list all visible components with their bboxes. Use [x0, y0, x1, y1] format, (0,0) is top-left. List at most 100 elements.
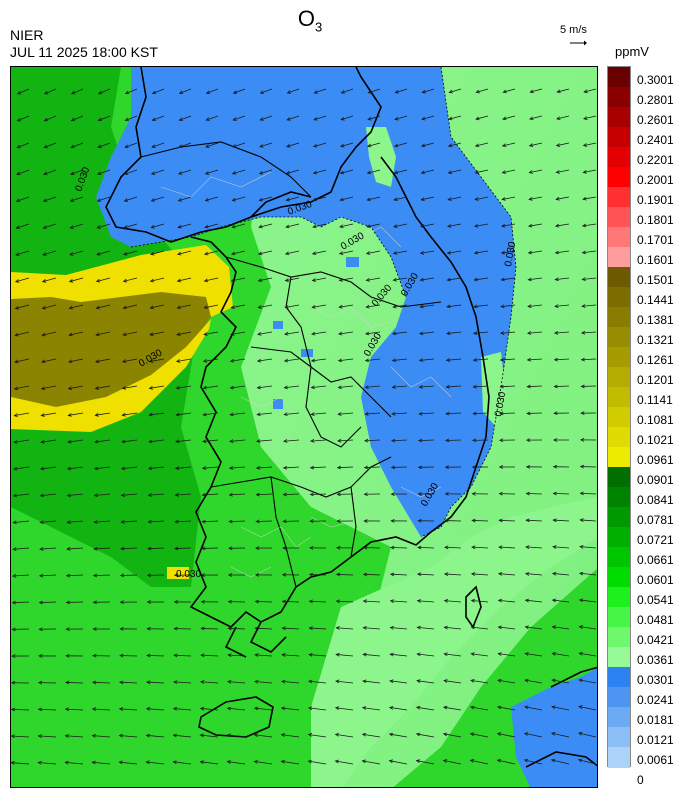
wind-vector-head — [203, 251, 209, 256]
wind-vector-head — [474, 170, 479, 174]
wind-vector — [553, 519, 570, 522]
wind-vector — [256, 439, 273, 442]
wind-vector-head — [551, 625, 556, 629]
wind-vector — [281, 707, 300, 711]
wind-vector — [501, 250, 516, 254]
wind-vector — [313, 196, 327, 201]
wind-vector — [150, 304, 165, 309]
wind-vector-head — [175, 439, 180, 444]
wind-vector-head — [313, 90, 318, 94]
wind-vector-head — [415, 705, 421, 710]
wind-vector — [470, 759, 489, 765]
wind-vector — [471, 653, 489, 657]
wind-vector — [525, 626, 543, 630]
wind-vector-head — [12, 466, 18, 471]
wind-vector — [285, 250, 300, 255]
wind-vector — [337, 466, 354, 469]
wind-vector-head — [523, 758, 529, 763]
wind-vector-head — [470, 652, 475, 657]
wind-vector-head — [525, 491, 530, 496]
wind-vector-head — [448, 89, 453, 94]
wind-vector — [151, 196, 165, 202]
wind-vector — [578, 732, 597, 738]
wind-vector — [177, 304, 192, 309]
wind-vector-head — [311, 305, 316, 309]
wind-vectors — [11, 88, 597, 765]
wind-vector — [367, 196, 381, 201]
wind-vector — [122, 358, 138, 363]
wind-vector-head — [551, 598, 557, 603]
wind-vector-head — [527, 304, 532, 309]
wind-vector-head — [123, 171, 129, 175]
ozone-map[interactable]: 0.030 0.030 0.030 0.030 0.030 0.030 0.03… — [10, 66, 598, 788]
wind-vector-head — [199, 733, 204, 738]
wind-vector-head — [67, 386, 73, 390]
wind-vector — [448, 142, 462, 147]
wind-vector — [175, 439, 192, 443]
wind-vector — [447, 277, 462, 281]
wind-vector — [473, 331, 489, 334]
wind-vector-head — [443, 625, 448, 630]
wind-vector-head — [388, 706, 394, 710]
wind-vector-head — [122, 278, 128, 283]
colorbar-tick-label: 0.0061 — [637, 753, 674, 767]
wind-vector — [69, 277, 84, 282]
colorbar-segment — [608, 487, 630, 508]
wind-vector — [416, 680, 435, 684]
wind-vector — [44, 142, 57, 148]
wind-vector-head — [119, 626, 124, 631]
wind-vector-head — [230, 278, 236, 283]
wind-vector-head — [13, 413, 18, 417]
colorbar-tick-label: 0.0241 — [637, 693, 674, 707]
wind-vector — [579, 652, 597, 657]
wind-vector-head — [178, 90, 184, 95]
wind-vector — [448, 169, 462, 174]
wind-vector-head — [579, 545, 584, 549]
wind-vector — [528, 223, 543, 227]
wind-vector-head — [499, 357, 505, 362]
wind-vector — [232, 169, 246, 175]
wind-vector-head — [580, 384, 585, 389]
colorbar-tick-label: 0.3001 — [637, 73, 674, 87]
wind-vector-head — [364, 412, 369, 416]
wind-vector-head — [70, 171, 75, 176]
wind-vector — [390, 573, 408, 576]
wind-vector — [119, 708, 138, 711]
wind-vector-head — [39, 466, 45, 471]
wind-vector-head — [524, 625, 529, 630]
wind-vector — [15, 250, 30, 256]
wind-vector-head — [92, 573, 98, 578]
wind-vector-head — [420, 197, 425, 202]
wind-vector — [389, 707, 408, 711]
wind-vector — [42, 250, 57, 256]
colorbar-tick-label: 0.0541 — [637, 593, 674, 607]
wind-vector — [69, 304, 84, 309]
wind-vector-head — [11, 707, 16, 712]
wind-vector-head — [340, 116, 345, 121]
wind-vector-head — [146, 653, 151, 658]
wind-vector-head — [418, 385, 423, 389]
wind-vector — [444, 680, 462, 684]
wind-vector-head — [286, 117, 291, 121]
wind-vector-head — [283, 358, 289, 363]
wind-vector-head — [362, 599, 367, 604]
wind-vector-head — [232, 90, 238, 94]
wind-vector — [260, 88, 273, 94]
colorbar-segment — [608, 667, 630, 688]
wind-vector-head — [445, 384, 450, 389]
wind-vector-head — [308, 572, 314, 577]
wind-vector — [201, 628, 219, 630]
wind-vector — [420, 223, 435, 227]
colorbar-tick-label: 0.0481 — [637, 613, 674, 627]
wind-vector — [258, 223, 273, 228]
wind-vector-head — [253, 706, 259, 711]
wind-vector-head — [257, 305, 262, 309]
wind-vector — [257, 412, 273, 416]
wind-vector — [17, 115, 30, 122]
wind-vector-head — [123, 251, 128, 256]
wind-vector — [16, 196, 30, 202]
wind-vector — [203, 412, 219, 416]
wind-vector — [94, 439, 111, 443]
wind-vector — [206, 115, 219, 121]
wind-vector-head — [502, 89, 507, 94]
